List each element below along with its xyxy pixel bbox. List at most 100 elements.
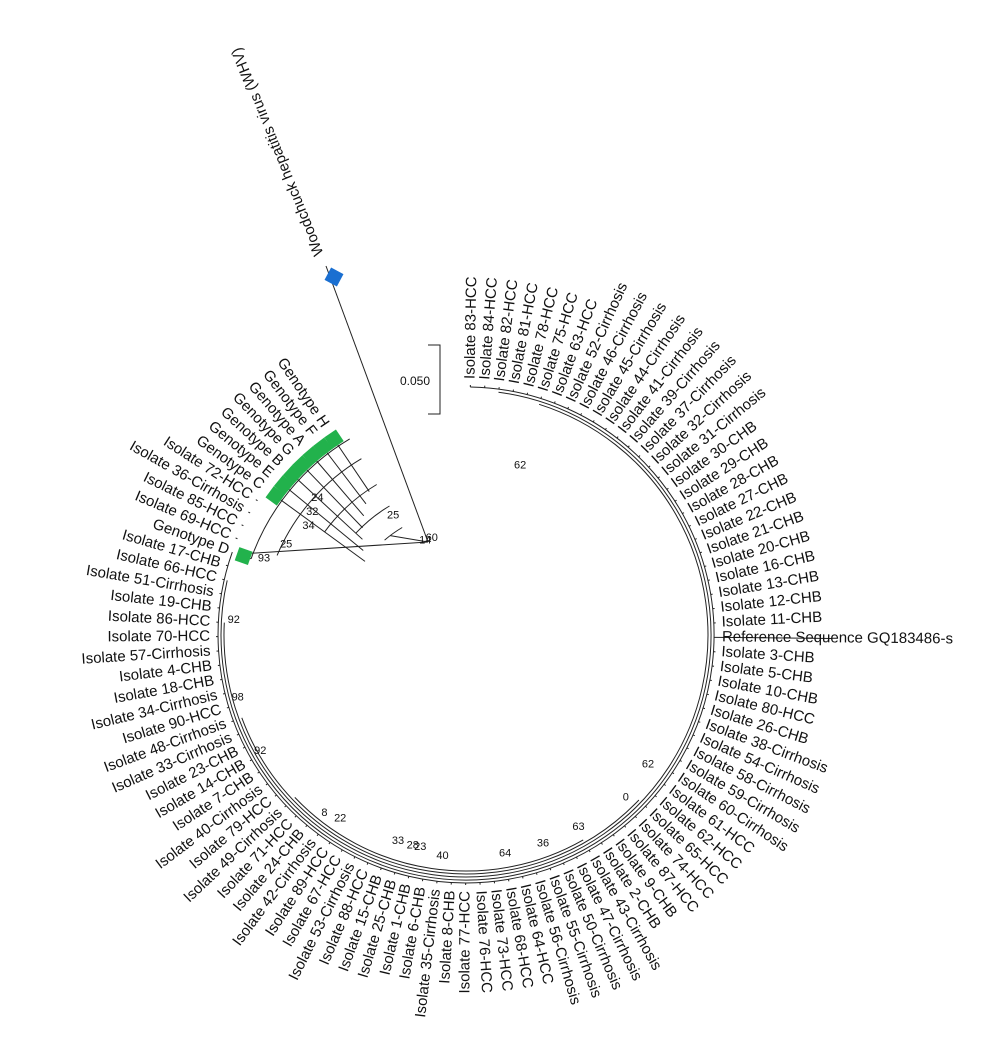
branch bbox=[624, 825, 627, 828]
clade-arc bbox=[276, 458, 362, 556]
branch bbox=[682, 512, 685, 515]
branch bbox=[390, 535, 429, 543]
bootstrap-value: 8 bbox=[321, 807, 327, 819]
branch bbox=[540, 396, 542, 399]
branch bbox=[265, 783, 268, 786]
branch bbox=[688, 524, 691, 527]
bootstrap-value: 32 bbox=[306, 506, 318, 518]
leaf-label: Isolate 77-HCC bbox=[456, 891, 473, 994]
branch bbox=[645, 805, 648, 808]
branch bbox=[236, 733, 239, 736]
bootstrap-value: 62 bbox=[642, 758, 654, 770]
outgroup-marker bbox=[324, 267, 344, 287]
bootstrap-value: 0 bbox=[623, 791, 629, 803]
branch bbox=[340, 849, 343, 852]
branch bbox=[634, 815, 637, 819]
branch bbox=[393, 872, 396, 875]
bootstrap-value: 25 bbox=[387, 509, 399, 521]
branch bbox=[249, 759, 252, 762]
branch bbox=[592, 420, 595, 423]
branch bbox=[692, 734, 696, 737]
branch bbox=[699, 551, 703, 554]
bootstrap-value: 60 bbox=[426, 532, 438, 544]
bootstrap-value: 22 bbox=[334, 813, 346, 825]
branch bbox=[674, 499, 677, 502]
branch bbox=[237, 541, 429, 555]
bootstrap-value: 64 bbox=[499, 848, 511, 860]
bootstrap-value: 92 bbox=[228, 614, 240, 626]
leaf-label: Reference Sequence GQ183486-s bbox=[722, 628, 953, 647]
branch bbox=[331, 435, 370, 492]
branch bbox=[299, 461, 363, 529]
bootstrap-value: 23 bbox=[414, 841, 426, 853]
branch bbox=[679, 760, 682, 762]
branch bbox=[663, 783, 666, 786]
branch bbox=[567, 406, 569, 410]
branch bbox=[580, 413, 582, 416]
branch bbox=[704, 565, 707, 567]
leaf-label: Isolate 3-CHB bbox=[721, 643, 815, 666]
bootstrap-value: 33 bbox=[392, 835, 404, 847]
branch bbox=[235, 537, 238, 540]
branch bbox=[600, 842, 603, 845]
branch bbox=[271, 493, 366, 562]
branch bbox=[702, 707, 706, 710]
clade-arc bbox=[294, 797, 584, 872]
leaf-label: Isolate 70-HCC bbox=[107, 628, 210, 646]
branch bbox=[309, 452, 365, 517]
leaf-label: Isolate 11-CHB bbox=[721, 609, 822, 631]
branch bbox=[366, 862, 369, 865]
branch bbox=[666, 487, 669, 490]
branch bbox=[305, 824, 308, 828]
bootstrap-value: 62 bbox=[514, 460, 526, 472]
branch bbox=[549, 868, 552, 871]
branch bbox=[657, 476, 660, 479]
branch bbox=[248, 511, 251, 514]
bootstrap-value: 36 bbox=[537, 837, 549, 849]
bootstrap-value: 14 bbox=[419, 535, 431, 547]
branch bbox=[648, 465, 651, 468]
branch bbox=[715, 636, 832, 639]
bootstrap-value: 28 bbox=[407, 840, 419, 852]
branch bbox=[257, 771, 260, 774]
branch bbox=[654, 795, 657, 798]
branch bbox=[231, 720, 234, 723]
leaf-label: Isolate 8-CHB bbox=[436, 890, 459, 984]
branch bbox=[638, 455, 641, 458]
scale-bar: 0.050 bbox=[400, 344, 441, 415]
branch bbox=[255, 499, 258, 502]
outgroup-label: Woodchuck hepatitis virus (WHV) bbox=[228, 45, 327, 258]
clade-arc bbox=[220, 391, 712, 881]
leaf-label: Isolate 76-HCC bbox=[472, 890, 495, 993]
bootstrap-value: 63 bbox=[572, 821, 584, 833]
branch bbox=[380, 867, 382, 871]
branch bbox=[576, 856, 578, 860]
genotype-marker bbox=[234, 547, 253, 566]
clade-arc bbox=[355, 505, 390, 534]
branch bbox=[698, 721, 701, 723]
clade-arc bbox=[217, 386, 715, 884]
branch bbox=[588, 850, 591, 853]
branch bbox=[274, 794, 277, 797]
branch bbox=[316, 833, 319, 837]
leaf-label: Isolate 86-HCC bbox=[107, 608, 210, 630]
clade-arc bbox=[241, 717, 640, 875]
leaf-label: Isolate 83-HCC bbox=[461, 276, 480, 379]
branch bbox=[226, 706, 229, 709]
branch bbox=[672, 772, 675, 775]
bootstrap-value: 34 bbox=[302, 520, 314, 532]
bootstrap-value: 92 bbox=[254, 745, 266, 757]
branch bbox=[535, 872, 538, 875]
bootstrap-value: 24 bbox=[311, 492, 323, 504]
bootstrap-value: 98 bbox=[232, 692, 244, 704]
genotype-marker bbox=[324, 429, 344, 449]
clade-arc bbox=[384, 527, 403, 541]
branch bbox=[289, 471, 363, 540]
branch bbox=[280, 482, 364, 551]
branch bbox=[353, 856, 356, 859]
bootstrap-value: 25 bbox=[280, 538, 292, 550]
clade-arc bbox=[223, 403, 709, 878]
